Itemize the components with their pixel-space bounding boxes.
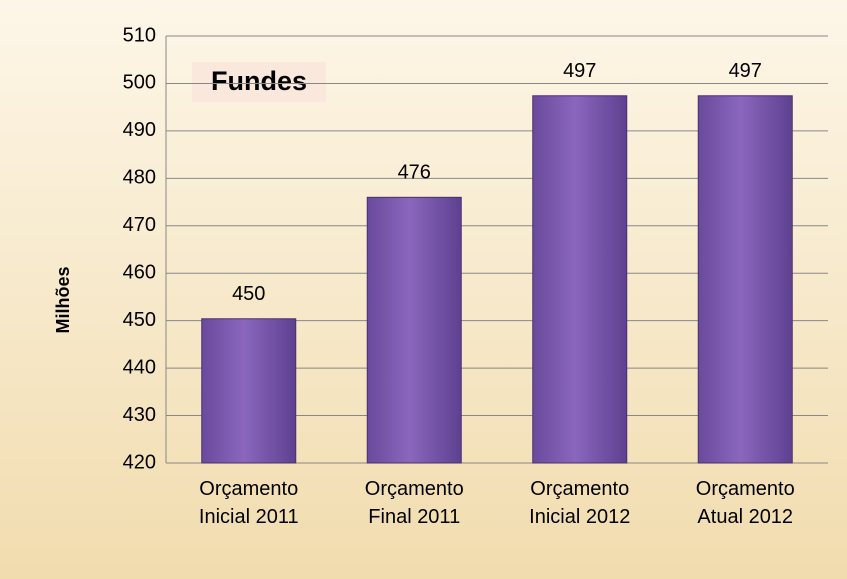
- y-tick-label: 420: [123, 451, 156, 473]
- bar: [366, 196, 462, 464]
- y-tick-label: 490: [123, 119, 156, 141]
- x-tick-label: Orçamento Inicial 2011: [198, 478, 299, 528]
- value-label: 450: [232, 283, 265, 305]
- value-label: 497: [729, 60, 762, 82]
- x-tick-label: Orçamento Final 2011: [364, 478, 464, 528]
- y-tick-label: 470: [123, 214, 156, 236]
- y-tick-label: 440: [123, 356, 156, 378]
- y-tick-label: 460: [123, 262, 156, 284]
- y-tick-label: 450: [123, 309, 156, 331]
- value-label: 497: [563, 60, 596, 82]
- y-tick-label: 480: [123, 167, 156, 189]
- y-tick-label: 500: [123, 72, 156, 94]
- y-tick-label: 430: [123, 404, 156, 426]
- chart-title: Fundes: [211, 66, 307, 96]
- value-label: 476: [398, 162, 431, 184]
- bar: [697, 95, 793, 464]
- y-axis-label: Milhões: [53, 266, 73, 333]
- x-tick-label: Orçamento Inicial 2012: [529, 478, 631, 528]
- x-tick-label: Orçamento Atual 2012: [695, 478, 795, 528]
- bar: [201, 318, 297, 464]
- bar: [532, 95, 628, 464]
- title-box: [192, 62, 326, 102]
- y-tick-label: 510: [123, 24, 156, 46]
